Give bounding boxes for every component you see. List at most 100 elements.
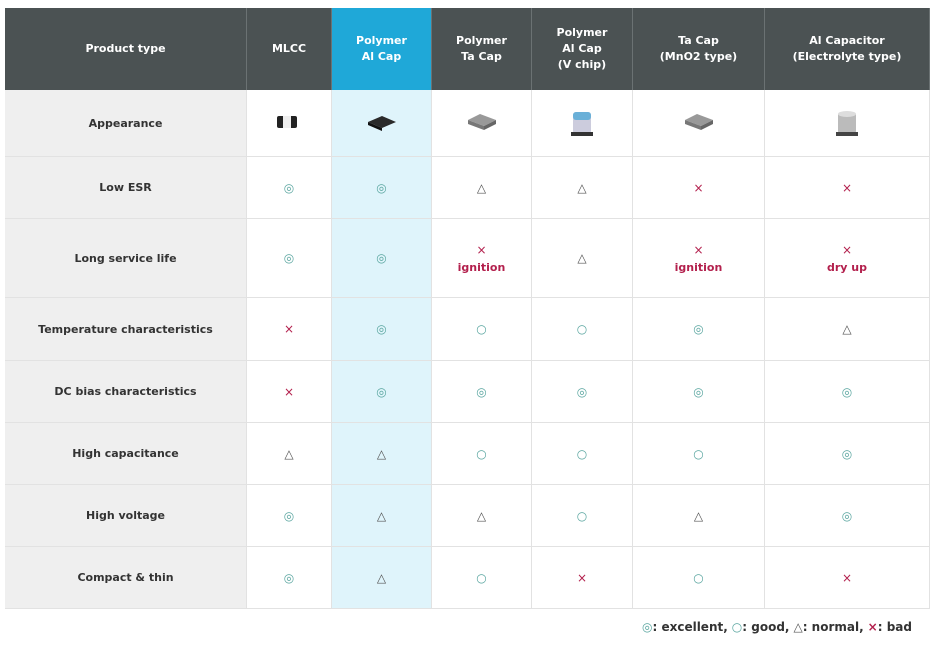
rating-note: dry up xyxy=(826,260,867,274)
product-icon xyxy=(366,110,398,142)
row-label: DC bias characteristics xyxy=(5,361,247,423)
rating-symbol: × xyxy=(576,570,588,585)
rating-cell: ◎ xyxy=(247,219,332,298)
rating-cell: △ xyxy=(765,298,930,361)
rating-symbol: ◎ xyxy=(283,180,295,195)
header-cell: Ta Cap (MnO2 type) xyxy=(633,8,765,90)
icon-graphic xyxy=(468,114,496,130)
rating-symbol: ○ xyxy=(576,508,588,523)
rating-symbol: × xyxy=(693,180,704,195)
rating-cell: ◎ xyxy=(633,298,765,361)
rating-cell: △ xyxy=(432,157,532,219)
rating-cell: △ xyxy=(332,423,432,485)
rating-note: ignition xyxy=(457,260,506,274)
rating-cell: ○ xyxy=(532,298,633,361)
rating-cell: △ xyxy=(247,423,332,485)
rating-note: ignition xyxy=(674,260,723,274)
rating-symbol: ◎ xyxy=(841,446,853,461)
rating-cell: ◎ xyxy=(247,157,332,219)
icon-graphic xyxy=(835,111,858,136)
rating-symbol: × xyxy=(841,242,853,257)
rating-cell: × xyxy=(633,157,765,219)
rating-cell: ◎ xyxy=(247,547,332,609)
rating-symbol: × xyxy=(476,242,487,257)
rating-cell: ◎ xyxy=(765,361,930,423)
rating-symbol: △ xyxy=(284,446,294,461)
row-label: Long service life xyxy=(5,219,247,298)
header-cell: Polymer Al Cap (V chip) xyxy=(532,8,633,90)
rating-symbol: ◎ xyxy=(283,570,295,585)
row-label: Appearance xyxy=(5,90,247,157)
rating-symbol: △ xyxy=(376,508,387,523)
rating-symbol: △ xyxy=(577,251,587,265)
rating-cell: △ xyxy=(432,485,532,547)
rating-symbol: △ xyxy=(476,180,487,195)
rating-cell: ○ xyxy=(633,547,765,609)
product-icon xyxy=(466,110,498,142)
rating-symbol: △ xyxy=(577,180,587,195)
rating-symbol: ○ xyxy=(693,570,704,585)
legend-text: : good, xyxy=(742,620,790,634)
legend-text: : excellent, xyxy=(652,620,728,634)
appearance-cell xyxy=(633,90,765,157)
legend-symbol: ◎ xyxy=(641,620,653,634)
rating-cell: × xyxy=(765,157,930,219)
rating-cell: △ xyxy=(532,157,633,219)
appearance-cell xyxy=(432,90,532,157)
rating-cell: × ignition xyxy=(633,219,765,298)
header-cell: Polymer Al Cap xyxy=(332,8,432,90)
icon-graphic xyxy=(368,116,396,131)
appearance-cell xyxy=(532,90,633,157)
rating-cell: × xyxy=(765,547,930,609)
rating-cell: × ignition xyxy=(432,219,532,298)
appearance-cell xyxy=(765,90,930,157)
legend-symbol: × xyxy=(867,620,878,634)
row-label: Low ESR xyxy=(5,157,247,219)
rating-cell: ○ xyxy=(532,423,633,485)
rating-symbol: ○ xyxy=(693,446,704,461)
rating-cell: ◎ xyxy=(247,485,332,547)
header-cell: Al Capacitor (Electrolyte type) xyxy=(765,8,930,90)
rating-symbol: × xyxy=(841,180,853,195)
rating-symbol: ◎ xyxy=(283,508,295,523)
product-icon xyxy=(567,110,599,142)
row-label: High capacitance xyxy=(5,423,247,485)
rating-symbol: ○ xyxy=(476,322,487,336)
row-label: Temperature characteristics xyxy=(5,298,247,361)
rating-cell: △ xyxy=(532,219,633,298)
rating-symbol: ◎ xyxy=(841,508,853,523)
product-icon xyxy=(274,110,306,142)
rating-cell: ◎ xyxy=(532,361,633,423)
rating-cell: ◎ xyxy=(432,361,532,423)
rating-cell: × xyxy=(247,361,332,423)
header-cell: Product type xyxy=(5,8,247,90)
header-cell: MLCC xyxy=(247,8,332,90)
rating-symbol: △ xyxy=(842,322,852,336)
rating-cell: △ xyxy=(332,547,432,609)
row-label: High voltage xyxy=(5,485,247,547)
legend-symbol: △ xyxy=(793,620,803,634)
rating-symbol: ◎ xyxy=(841,384,853,399)
rating-cell: ◎ xyxy=(332,219,432,298)
rating-symbol: ○ xyxy=(476,446,487,461)
rating-symbol: × xyxy=(693,242,704,257)
rating-cell: × dry up xyxy=(765,219,930,298)
rating-cell: ○ xyxy=(633,423,765,485)
rating-symbol: × xyxy=(841,570,853,585)
icon-graphic xyxy=(276,116,297,128)
product-icon xyxy=(683,110,715,142)
rating-symbol: ◎ xyxy=(476,384,487,399)
rating-symbol: × xyxy=(283,384,295,399)
rating-cell: ◎ xyxy=(332,361,432,423)
rating-cell: △ xyxy=(633,485,765,547)
rating-symbol: ◎ xyxy=(693,322,704,336)
rating-cell: ○ xyxy=(532,485,633,547)
icon-graphic xyxy=(685,114,713,130)
rating-cell: ◎ xyxy=(765,423,930,485)
appearance-cell xyxy=(247,90,332,157)
rating-cell: × xyxy=(247,298,332,361)
rating-symbol: ○ xyxy=(576,446,588,461)
rating-cell: ○ xyxy=(432,298,532,361)
rating-cell: ○ xyxy=(432,547,532,609)
rating-cell: ◎ xyxy=(332,157,432,219)
